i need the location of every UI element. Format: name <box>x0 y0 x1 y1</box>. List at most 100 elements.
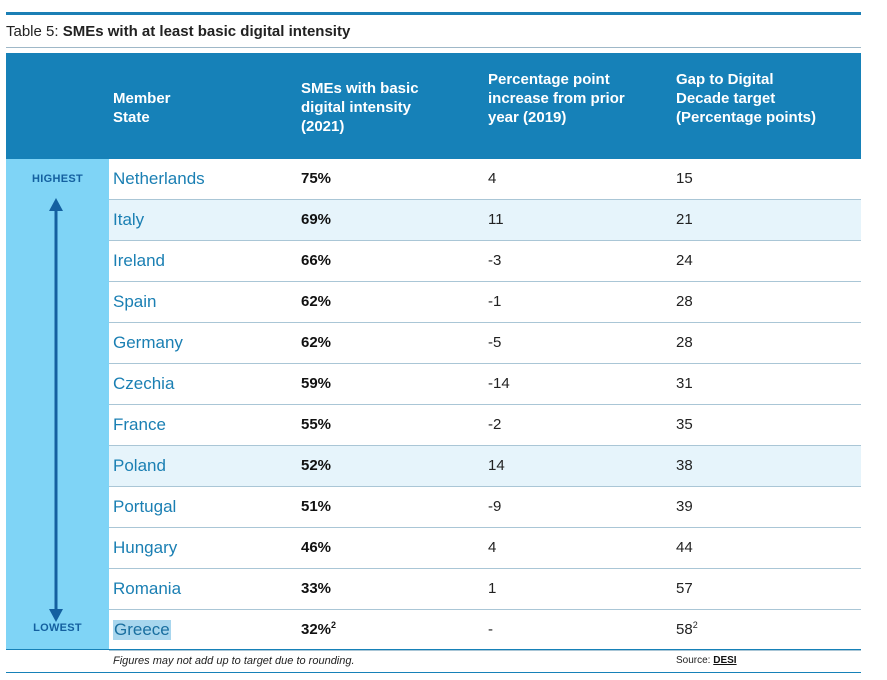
member-state-cell: Hungary <box>113 538 178 557</box>
member-state-cell: Poland <box>113 456 166 475</box>
gap-target-cell: 28 <box>676 323 693 363</box>
member-state-cell: Greece <box>113 620 171 640</box>
table-row: Ireland 66% -3 24 <box>109 241 861 282</box>
gap-target-cell: 35 <box>676 405 693 445</box>
table-row: Greece 32%2-582 <box>109 610 861 651</box>
gap-target-value: 35 <box>676 416 693 433</box>
member-state-cell: Ireland <box>113 251 165 270</box>
point-increase-cell: -1 <box>488 293 502 310</box>
member-state-cell: Spain <box>113 292 157 311</box>
sme-intensity-cell: 66% <box>301 241 331 281</box>
table-row: Czechia 59% -14 31 <box>109 364 861 405</box>
gap-target-cell: 39 <box>676 487 693 527</box>
point-increase-cell: 1 <box>488 580 497 597</box>
bottom-rule <box>6 649 861 650</box>
gap-target-cell: 582 <box>676 610 698 650</box>
sme-intensity-value: 69% <box>301 211 332 228</box>
table-caption: Table 5: SMEs with at least basic digita… <box>6 23 350 40</box>
gap-target-value: 44 <box>676 539 693 556</box>
source-link[interactable]: DESI <box>713 655 737 666</box>
sme-intensity-value: 62% <box>301 334 332 351</box>
footnote-marker: 2 <box>692 620 698 630</box>
sme-intensity-value: 75% <box>301 170 332 187</box>
caption-prefix: Table 5: <box>6 23 63 40</box>
sme-intensity-cell: 62% <box>301 323 331 363</box>
gap-target-cell: 15 <box>676 159 693 199</box>
member-state-cell: Romania <box>113 579 182 598</box>
table-row: Germany 62% -5 28 <box>109 323 861 364</box>
sme-intensity-cell: 33% <box>301 569 331 609</box>
gap-target-value: 39 <box>676 498 693 515</box>
sme-intensity-cell: 59% <box>301 364 331 404</box>
table-row: Poland 52% 14 38 <box>109 446 861 487</box>
member-state-cell: Germany <box>113 333 183 352</box>
gap-target-cell: 44 <box>676 528 693 568</box>
header-member-state: Member State <box>113 90 171 126</box>
point-increase-cell: -3 <box>488 252 502 269</box>
sme-intensity-cell: 46% <box>301 528 331 568</box>
point-increase-cell: 4 <box>488 170 497 187</box>
table-row: Portugal 51% -9 39 <box>109 487 861 528</box>
header-sme-intensity: SMEs with basic digital intensity (2021) <box>301 80 419 135</box>
source-line: Source: DESI <box>676 655 737 666</box>
sme-intensity-value: 59% <box>301 375 332 392</box>
gap-target-value: 31 <box>676 375 693 392</box>
gap-target-cell: 31 <box>676 364 693 404</box>
gap-target-value: 15 <box>676 170 693 187</box>
gap-target-value: 28 <box>676 334 693 351</box>
member-state-cell: Czechia <box>113 374 175 393</box>
sme-intensity-cell: 69% <box>301 200 331 240</box>
sme-intensity-value: 62% <box>301 293 332 310</box>
table-row: Romania 33% 1 57 <box>109 569 861 610</box>
end-rule <box>6 672 861 673</box>
sme-intensity-cell: 32%2 <box>301 610 336 650</box>
table-row: France 55% -2 35 <box>109 405 861 446</box>
gap-target-cell: 24 <box>676 241 693 281</box>
gap-target-cell: 21 <box>676 200 693 240</box>
table-row: Hungary 46% 4 44 <box>109 528 861 569</box>
sme-intensity-value: 51% <box>301 498 332 515</box>
sme-intensity-cell: 52% <box>301 446 331 486</box>
member-state-cell: Netherlands <box>113 169 205 188</box>
point-increase-cell: 11 <box>488 211 504 228</box>
table-header: Member State SMEs with basic digital int… <box>6 53 861 159</box>
point-increase-cell: - <box>488 621 493 638</box>
gap-target-value: 58 <box>676 621 693 638</box>
member-state-cell: Portugal <box>113 497 177 516</box>
footnote: Figures may not add up to target due to … <box>113 655 355 667</box>
caption-title: SMEs with at least basic digital intensi… <box>62 23 351 40</box>
lowest-label: LOWEST <box>33 622 82 634</box>
header-point-increase: Percentage point increase from prior yea… <box>488 71 625 126</box>
footnote-marker: 2 <box>331 620 337 630</box>
point-increase-cell: -5 <box>488 334 502 351</box>
header-gap-target: Gap to Digital Decade target (Percentage… <box>676 71 817 126</box>
double-arrow-icon <box>49 198 63 622</box>
member-state-cell: Italy <box>113 210 145 229</box>
top-rule <box>6 12 861 15</box>
highest-label: HIGHEST <box>32 173 83 185</box>
table-body: Netherlands 75% 4 15 Italy 69% 11 21 Ireland 66% -… <box>109 159 861 651</box>
member-state-cell: France <box>113 415 166 434</box>
point-increase-cell: -14 <box>488 375 510 392</box>
point-increase-cell: -9 <box>488 498 502 515</box>
gap-target-cell: 38 <box>676 446 693 486</box>
gap-target-value: 28 <box>676 293 693 310</box>
table-row: Italy 69% 11 21 <box>109 200 861 241</box>
point-increase-cell: 4 <box>488 539 497 556</box>
gap-target-value: 57 <box>676 580 693 597</box>
sme-intensity-value: 52% <box>301 457 332 474</box>
table-row: Spain 62% -1 28 <box>109 282 861 323</box>
sme-intensity-cell: 75% <box>301 159 331 199</box>
sme-intensity-value: 55% <box>301 416 332 433</box>
gap-target-value: 21 <box>676 211 693 228</box>
sme-intensity-cell: 55% <box>301 405 331 445</box>
sme-intensity-value: 46% <box>301 539 332 556</box>
point-increase-cell: -2 <box>488 416 502 433</box>
table-row: Netherlands 75% 4 15 <box>109 159 861 200</box>
sme-intensity-value: 32% <box>301 621 332 638</box>
gap-target-cell: 57 <box>676 569 693 609</box>
gap-target-value: 38 <box>676 457 693 474</box>
sme-intensity-cell: 62% <box>301 282 331 322</box>
sme-intensity-cell: 51% <box>301 487 331 527</box>
gap-target-value: 24 <box>676 252 693 269</box>
